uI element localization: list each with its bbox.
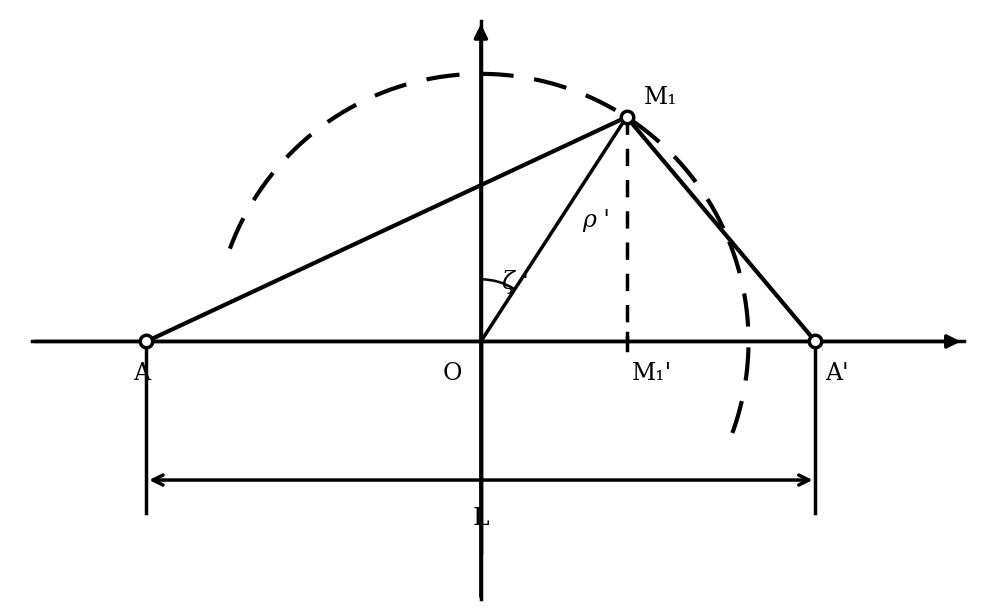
Text: A: A [133,362,150,386]
Text: ρ ': ρ ' [583,209,610,232]
Text: ζ ': ζ ' [502,270,529,294]
Text: M₁': M₁' [631,362,672,386]
Text: L: L [473,507,489,530]
Text: A': A' [825,362,849,386]
Text: O: O [442,362,462,386]
Text: M₁: M₁ [644,86,677,110]
